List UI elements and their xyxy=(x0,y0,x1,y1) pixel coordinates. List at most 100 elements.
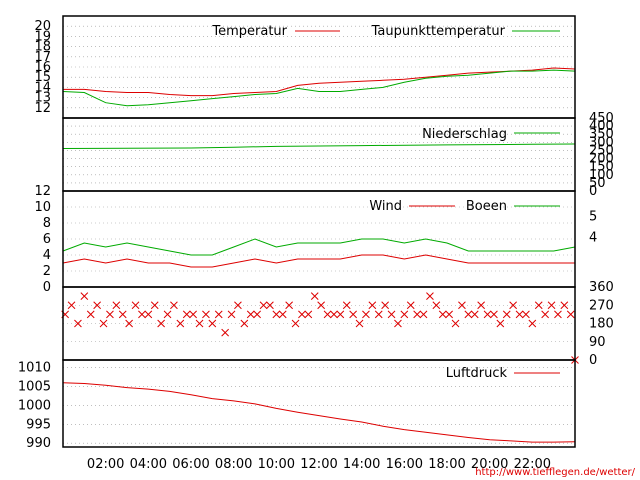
y-tick-label: 14 xyxy=(34,80,51,95)
x-tick-label: 12:00 xyxy=(300,457,337,472)
wind-direction-point xyxy=(170,301,178,310)
wind-direction-point xyxy=(362,310,370,319)
axis-layer: 1213141516171819200501001502002503003504… xyxy=(18,15,614,472)
y-tick-label: 200 xyxy=(589,152,614,167)
beaufort-tick-label: 5 xyxy=(589,210,597,225)
legend-label-taupunkttemperatur: Taupunkttemperatur xyxy=(371,24,506,39)
wind-direction-point xyxy=(566,310,575,319)
wind-direction-point xyxy=(490,310,498,319)
wind-direction-point xyxy=(86,310,95,319)
y-tick-label: 8 xyxy=(43,216,51,231)
x-tick-label: 18:00 xyxy=(428,457,465,472)
wind-direction-point xyxy=(131,301,140,310)
y-tick-label: 990 xyxy=(26,436,51,451)
wind-direction-point xyxy=(387,310,396,319)
wind-direction-point xyxy=(208,319,217,328)
wind-direction-point xyxy=(285,301,293,310)
wind-direction-point xyxy=(278,310,287,319)
series-line-wind-0 xyxy=(62,254,575,268)
wind-direction-point xyxy=(74,319,82,328)
wind-direction-point xyxy=(483,310,492,319)
y-tick-label: 18 xyxy=(34,40,51,55)
wind-direction-point xyxy=(118,310,127,319)
wind-direction-point xyxy=(182,310,191,319)
x-tick-label: 14:00 xyxy=(343,457,380,472)
y-tick-label: 16 xyxy=(34,60,51,75)
wind-direction-point xyxy=(336,310,345,319)
y-tick-label: 10 xyxy=(34,200,51,215)
wind-direction-point xyxy=(202,310,210,319)
wind-direction-point xyxy=(157,319,165,328)
x-tick-label: 22:00 xyxy=(514,457,551,472)
y-tick-label: 50 xyxy=(589,176,606,191)
y-tick-label: 180 xyxy=(589,317,614,332)
wind-direction-point xyxy=(138,310,146,319)
wind-direction-point xyxy=(554,310,562,319)
wind-direction-point xyxy=(355,319,364,328)
y-tick-label: 15 xyxy=(34,70,51,85)
legend-label-temperatur: Temperatur xyxy=(211,24,287,39)
series-layer xyxy=(61,67,579,443)
wind-direction-point xyxy=(234,301,242,310)
wind-direction-point xyxy=(176,319,185,328)
y-tick-label: 0 xyxy=(589,184,597,199)
y-tick-label: 995 xyxy=(26,417,51,432)
x-tick-label: 06:00 xyxy=(172,457,209,472)
x-tick-label: 20:00 xyxy=(471,457,508,472)
y-tick-label: 450 xyxy=(589,111,614,126)
wind-direction-point xyxy=(150,301,159,310)
wind-direction-point xyxy=(477,301,485,310)
series-line-pressure-0 xyxy=(62,382,576,443)
y-tick-label: 360 xyxy=(589,280,614,295)
y-tick-label: 13 xyxy=(34,91,51,106)
y-tick-label: 100 xyxy=(589,168,614,183)
y-tick-label: 12 xyxy=(34,101,51,116)
wind-direction-point xyxy=(246,310,255,319)
y-tick-label: 17 xyxy=(34,50,51,65)
wind-direction-point xyxy=(426,292,434,300)
y-tick-label: 250 xyxy=(589,143,614,158)
wind-direction-point xyxy=(304,310,313,319)
legend-label-wind: Wind xyxy=(369,199,402,214)
y-tick-label: 1010 xyxy=(18,361,51,376)
wind-direction-point xyxy=(470,310,479,319)
panel-frame-pressure xyxy=(62,359,576,448)
y-tick-label: 300 xyxy=(589,135,614,150)
legend-layer: Temperatur Taupunkttemperatur Niederschl… xyxy=(211,24,560,381)
series-line-precipitation-0 xyxy=(62,143,576,149)
y-tick-label: 6 xyxy=(43,232,51,247)
y-tick-label: 150 xyxy=(589,160,614,175)
series-line-temperature-0 xyxy=(63,67,576,97)
wind-direction-point xyxy=(406,301,415,310)
y-tick-label: 400 xyxy=(589,119,614,134)
y-tick-label: 20 xyxy=(34,19,51,34)
wind-direction-point xyxy=(195,319,204,328)
credit-link[interactable]: http://www.tiefflegen.de/wetter/ xyxy=(475,467,635,478)
legend-label-boeen: Boeen xyxy=(466,199,507,214)
wind-direction-point xyxy=(419,310,428,319)
legend-label-niederschlag: Niederschlag xyxy=(422,127,507,142)
wind-direction-point xyxy=(112,301,121,310)
y-tick-label: 19 xyxy=(34,29,51,44)
wind-direction-point xyxy=(464,310,473,319)
y-tick-label: 1000 xyxy=(18,398,51,413)
y-tick-label: 12 xyxy=(34,184,51,199)
wind-direction-point xyxy=(496,319,505,328)
wind-direction-point xyxy=(253,310,261,319)
wind-direction-point xyxy=(221,328,229,337)
wind-direction-point xyxy=(163,310,172,319)
wind-direction-point xyxy=(368,301,377,310)
wind-direction-point xyxy=(291,319,300,328)
wind-direction-point xyxy=(323,310,332,319)
y-tick-label: 1005 xyxy=(18,379,51,394)
x-tick-label: 04:00 xyxy=(130,457,167,472)
wind-direction-point xyxy=(349,310,357,319)
wind-direction-point xyxy=(522,310,530,319)
wind-direction-point xyxy=(266,301,274,310)
wind-direction-point xyxy=(214,310,223,319)
wind-direction-point xyxy=(317,301,325,310)
series-line-wind-1 xyxy=(62,238,576,256)
y-tick-label: 2 xyxy=(43,264,51,279)
wind-direction-point xyxy=(515,310,524,319)
wind-direction-point xyxy=(438,310,447,319)
